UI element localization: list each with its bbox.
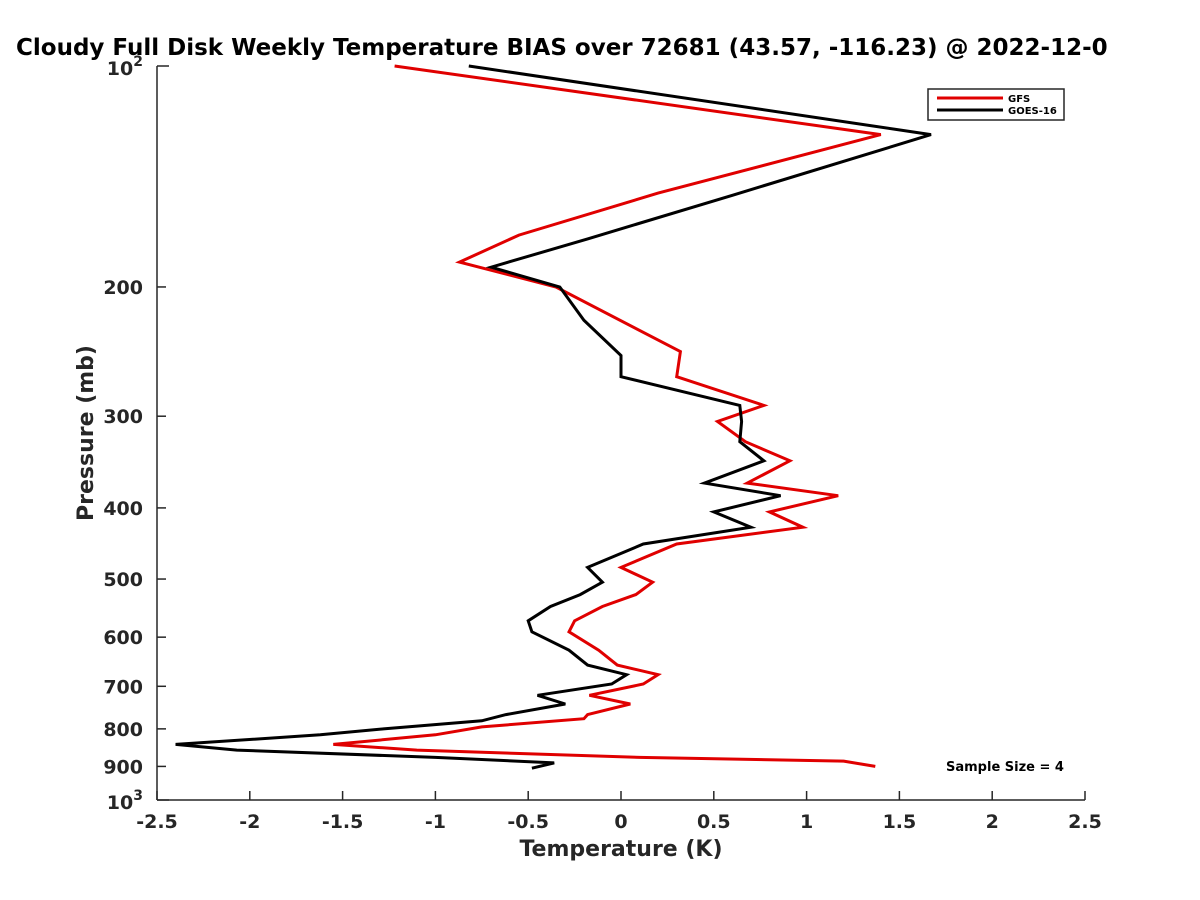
x-tick-label: 2.5 bbox=[1068, 811, 1102, 833]
x-tick-label: -2.5 bbox=[136, 811, 178, 833]
x-tick-label: -0.5 bbox=[507, 811, 549, 833]
x-tick-label: -2 bbox=[239, 811, 260, 833]
y-tick-label: 200 bbox=[103, 277, 143, 299]
y-tick-label-bottom: 103 bbox=[107, 788, 143, 814]
y-tick-label: 300 bbox=[103, 406, 143, 428]
x-tick-label: 1 bbox=[800, 811, 813, 833]
y-tick-label: 800 bbox=[103, 719, 143, 741]
legend-label-goes16: GOES-16 bbox=[1008, 106, 1057, 117]
series bbox=[175, 64, 932, 770]
legend-label-gfs: GFS bbox=[1008, 94, 1030, 105]
x-tick-label: 1.5 bbox=[883, 811, 917, 833]
legend: GFS GOES-16 bbox=[927, 88, 1065, 121]
x-tick-label: -1.5 bbox=[322, 811, 364, 833]
y-axis-label: Pressure (mb) bbox=[74, 345, 99, 521]
y-tick-label-top: 102 bbox=[107, 54, 143, 80]
chart-title: Cloudy Full Disk Weekly Temperature BIAS… bbox=[16, 35, 1108, 61]
series-line-gfs bbox=[333, 64, 882, 768]
y-tick-label: 500 bbox=[103, 569, 143, 591]
legend-box bbox=[927, 88, 1065, 121]
series-line-goes16 bbox=[175, 64, 932, 770]
x-tick-label: 0.5 bbox=[697, 811, 731, 833]
y-tick-label: 600 bbox=[103, 627, 143, 649]
y-tick-label: 900 bbox=[103, 756, 143, 778]
sample-size-annotation: Sample Size = 4 bbox=[946, 760, 1064, 775]
x-axis-label: Temperature (K) bbox=[519, 837, 722, 862]
x-ticks: -2.5 -2 -1.5 -1 -0.5 0 0.5 1 1.5 2 2.5 bbox=[136, 791, 1102, 833]
y-tick-label: 400 bbox=[103, 498, 143, 520]
x-tick-label: -1 bbox=[425, 811, 446, 833]
y-tick-label: 700 bbox=[103, 676, 143, 698]
x-tick-label: 2 bbox=[986, 811, 999, 833]
x-tick-label: 0 bbox=[614, 811, 627, 833]
y-ticks: 200 300 400 500 600 700 800 900 102 103 bbox=[103, 54, 169, 814]
